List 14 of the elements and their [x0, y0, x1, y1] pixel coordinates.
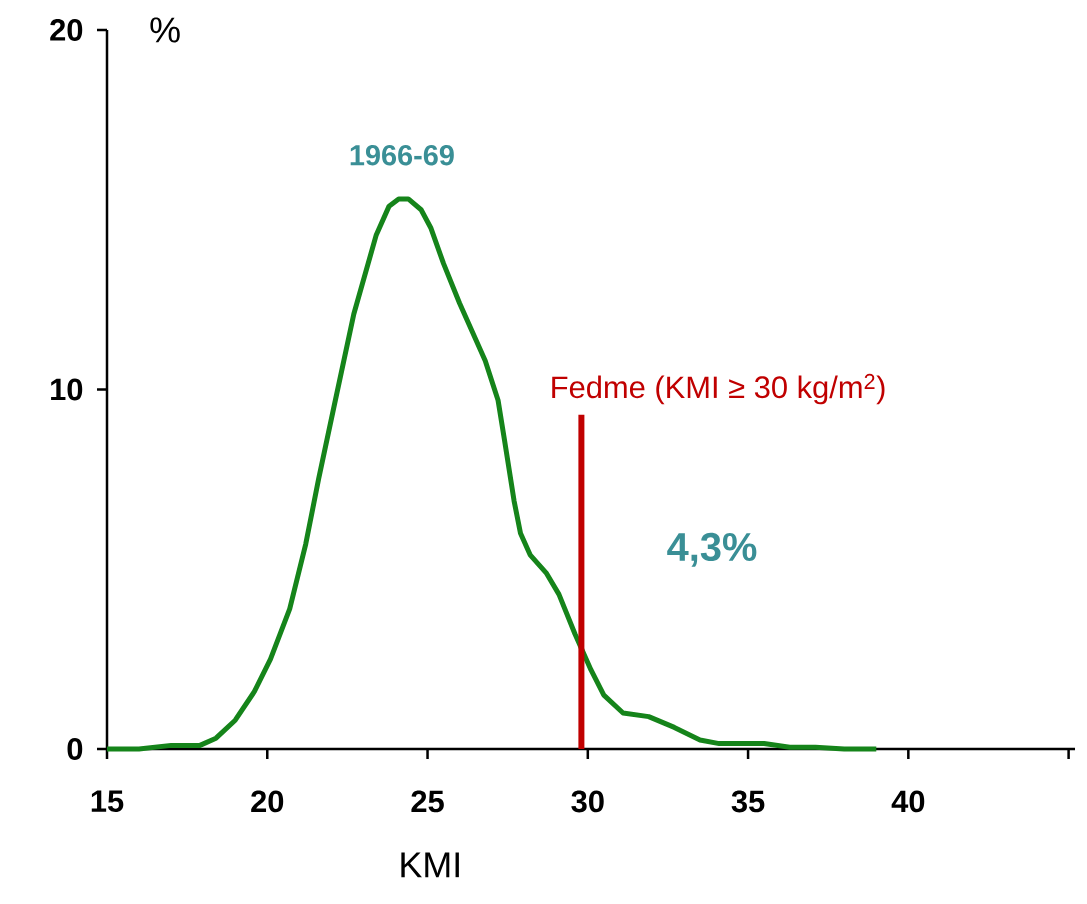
- y-tick-label: 0: [67, 738, 83, 760]
- x-tick-label: 30: [571, 790, 604, 813]
- y-tick-label: 10: [51, 378, 83, 401]
- x-tick-label: 15: [91, 790, 124, 813]
- x-tick-label: 25: [411, 790, 444, 813]
- x-tick-label: 20: [251, 790, 284, 813]
- annotation: 1966-69: [350, 144, 454, 166]
- x-tick-label: 40: [891, 790, 925, 813]
- ref-line-label: Fedme (KMI ≥ 30 kg/m$^{2}$): [552, 373, 885, 405]
- annotation: 4,3%: [667, 532, 757, 567]
- x-tick-label: 35: [731, 790, 765, 813]
- y-tick-label: 20: [50, 19, 83, 41]
- x-axis-title: KMI: [401, 852, 459, 878]
- y-axis-title: %: [150, 17, 180, 43]
